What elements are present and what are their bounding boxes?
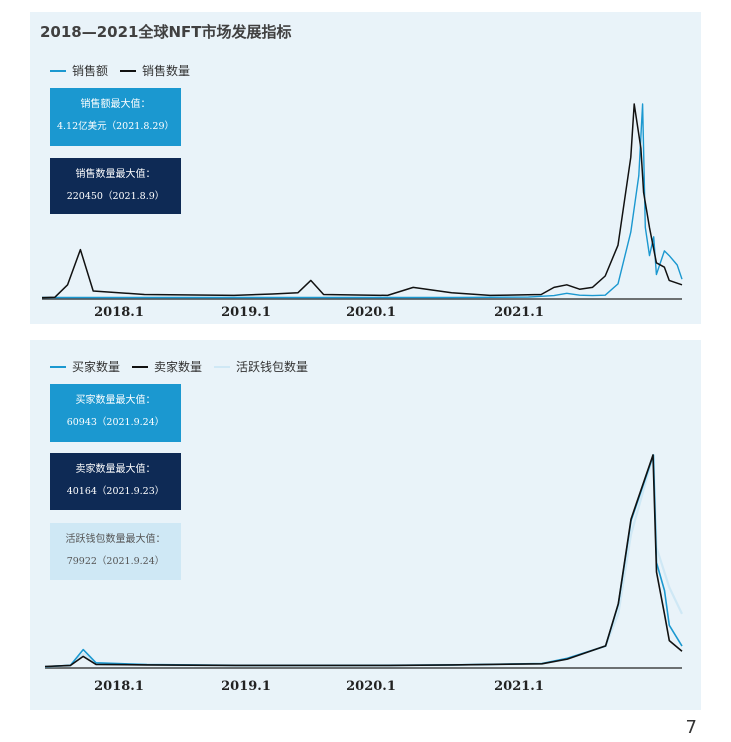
x-tick-2021: 2021.1 [494, 305, 544, 320]
sellers-max-label: 卖家数量最大值： [75, 464, 156, 475]
active-wallets-max-label: 活跃钱包数量最大值： [65, 534, 166, 545]
series-line-3 [44, 454, 683, 668]
sales-amount-max-value: 4.12亿美元（2021.8.29） [56, 121, 174, 132]
sales-amount-max-box: 销售额最大值： 4.12亿美元（2021.8.29） [50, 88, 181, 146]
active-wallets-max-value: 79922（2021.9.24） [66, 556, 165, 567]
buyers-max-box: 买家数量最大值： 60943（2021.9.24） [50, 384, 181, 442]
chart-title: 2018—2021全球NFT市场发展指标 [40, 23, 292, 41]
series-layer [41, 103, 683, 299]
sales-chart-legend: 销售额 销售数量 [50, 62, 202, 79]
legend-item-sellers: 卖家数量 [132, 358, 202, 375]
legend-swatch-blue [50, 69, 66, 72]
legend-swatch-light [214, 365, 231, 368]
wallet-chart-panel: 买家数量 卖家数量 活跃钱包数量 买家数量最大值： 60943（2021.9.2… [30, 340, 701, 710]
wallet-chart-legend: 买家数量 卖家数量 活跃钱包数量 [50, 358, 320, 375]
sales-count-max-label: 销售数量最大值： [75, 169, 156, 180]
x-tick-2018: 2018.1 [94, 305, 144, 320]
legend-item-sales-amount: 销售额 [50, 62, 108, 79]
x-tick-2019: 2019.1 [221, 679, 271, 694]
series-line-1 [42, 103, 683, 299]
sales-line-chart: 2018.1 2019.1 2020.1 2021.1 [41, 103, 683, 320]
page-number: 7 [685, 717, 697, 738]
sales-count-max-value: 220450（2021.8.9） [66, 191, 165, 202]
wallet-line-chart: 2018.1 2019.1 2020.1 2021.1 [44, 453, 683, 694]
legend-swatch-blue [50, 365, 66, 368]
legend-label-sellers: 卖家数量 [154, 360, 203, 374]
series-layer [44, 453, 683, 668]
x-tick-2019: 2019.1 [221, 305, 271, 320]
series-line-1 [44, 453, 683, 668]
buyers-max-label: 买家数量最大值： [75, 395, 156, 406]
sales-count-max-box: 销售数量最大值： 220450（2021.8.9） [50, 158, 181, 214]
legend-label-active-wallets: 活跃钱包数量 [236, 360, 309, 374]
sales-amount-max-label: 销售额最大值： [80, 99, 151, 110]
legend-label-sales-amount: 销售额 [72, 64, 109, 78]
active-wallets-max-box: 活跃钱包数量最大值： 79922（2021.9.24） [50, 523, 181, 580]
legend-item-buyers: 买家数量 [50, 358, 120, 375]
legend-label-buyers: 买家数量 [72, 360, 121, 374]
series-line-2 [41, 103, 683, 299]
buyers-max-value: 60943（2021.9.24） [66, 417, 165, 428]
sales-chart-panel: 2018—2021全球NFT市场发展指标 销售额 销售数量 销售额最大值： 4.… [30, 12, 701, 324]
sellers-max-value: 40164（2021.9.23） [66, 486, 165, 497]
series-line-2 [44, 454, 683, 668]
legend-label-sales-count: 销售数量 [142, 64, 191, 78]
legend-swatch-black [120, 69, 137, 72]
x-tick-2021: 2021.1 [494, 679, 544, 694]
legend-swatch-black [132, 365, 149, 368]
x-tick-2018: 2018.1 [94, 679, 144, 694]
legend-item-sales-count: 销售数量 [120, 62, 190, 79]
sellers-max-box: 卖家数量最大值： 40164（2021.9.23） [50, 453, 181, 510]
legend-item-active-wallets: 活跃钱包数量 [214, 358, 308, 375]
x-tick-2020: 2020.1 [346, 305, 396, 320]
x-tick-2020: 2020.1 [346, 679, 396, 694]
